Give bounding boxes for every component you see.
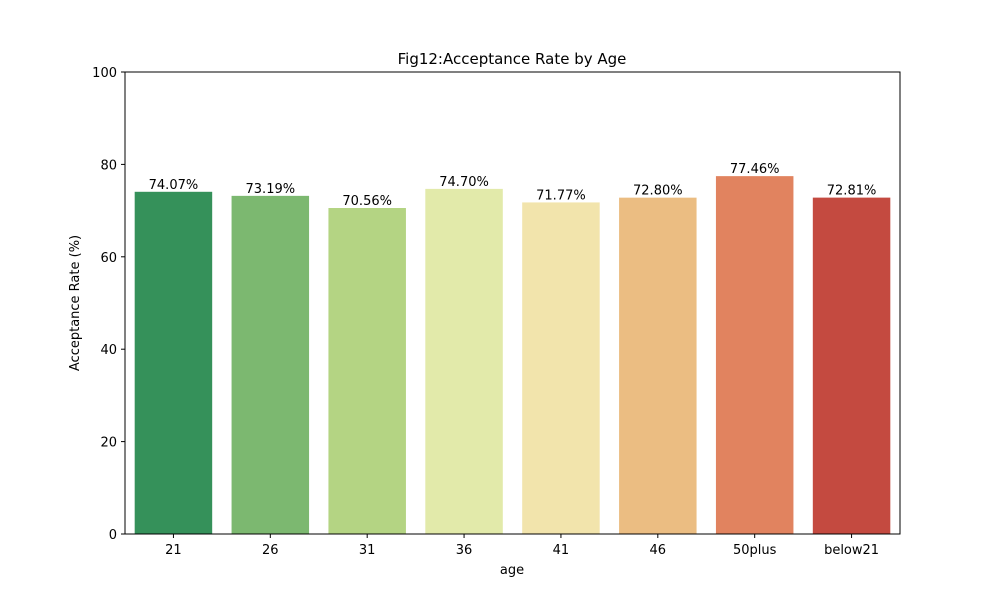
data-label-36: 74.70%: [439, 175, 489, 190]
data-label-41: 71.77%: [536, 188, 586, 203]
data-label-21: 74.07%: [149, 178, 199, 193]
y-axis-label: Acceptance Rate (%): [68, 235, 83, 371]
y-tick-label-40: 40: [100, 343, 117, 358]
y-axis: 0 20 40 60 80 100: [92, 66, 125, 543]
y-tick-label-80: 80: [100, 158, 117, 173]
bar-31: [328, 208, 406, 534]
x-tick-label-46: 46: [650, 543, 667, 558]
bar-41: [522, 202, 600, 534]
x-tick-label-36: 36: [456, 543, 473, 558]
data-label-26: 73.19%: [246, 182, 296, 197]
x-axis: 21 26 31 36 41 46 50plus below21: [165, 534, 879, 558]
y-tick-label-0: 0: [109, 528, 117, 543]
data-label-46: 72.80%: [633, 184, 683, 199]
x-tick-label-21: 21: [165, 543, 182, 558]
bar-50plus: [715, 176, 794, 534]
bar-36: [425, 188, 503, 535]
bar-26: [231, 195, 310, 535]
bar-46: [619, 197, 697, 534]
bars-layer: [134, 176, 891, 535]
x-axis-label: age: [500, 563, 524, 578]
x-tick-label-50plus: 50plus: [733, 543, 777, 558]
y-tick-label-100: 100: [92, 66, 117, 81]
bar-below21: [812, 197, 891, 534]
y-tick-label-20: 20: [100, 436, 117, 451]
plot-frame: [124, 71, 901, 535]
x-tick-label-41: 41: [553, 543, 570, 558]
chart-title: Fig12:Acceptance Rate by Age: [398, 50, 627, 68]
data-label-31: 70.56%: [342, 194, 392, 209]
x-tick-label-31: 31: [359, 543, 376, 558]
x-tick-label-below21: below21: [824, 543, 879, 558]
bar-21: [134, 191, 213, 534]
data-label-below21: 72.81%: [827, 184, 877, 199]
y-tick-label-60: 60: [100, 251, 117, 266]
data-label-50plus: 77.46%: [730, 162, 780, 177]
x-tick-label-26: 26: [262, 543, 279, 558]
data-labels-layer: 74.07% 73.19% 70.56% 74.70% 71.77% 72.80% 77.4…: [149, 162, 877, 209]
